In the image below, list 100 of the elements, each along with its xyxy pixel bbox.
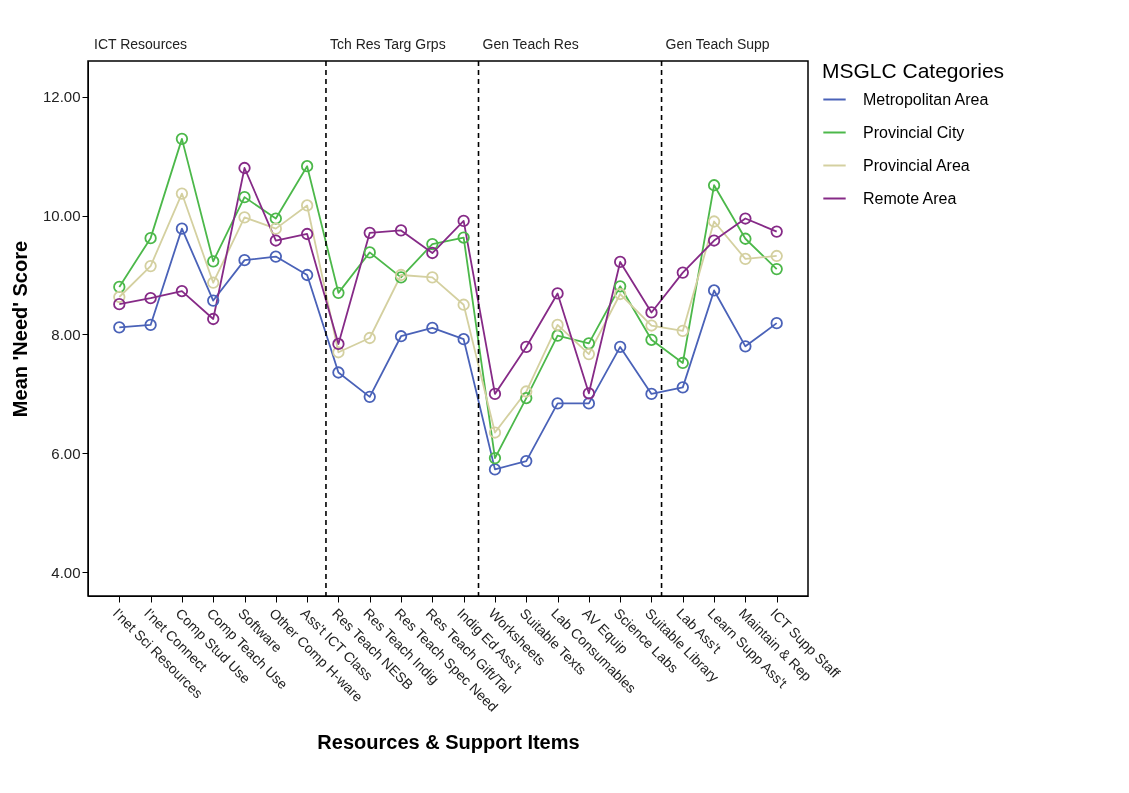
point bbox=[426, 271, 439, 284]
point bbox=[113, 290, 126, 304]
point bbox=[582, 347, 596, 361]
legend-label: Metropolitan Area bbox=[863, 90, 989, 108]
point bbox=[207, 276, 220, 289]
point bbox=[394, 224, 408, 237]
point bbox=[238, 211, 251, 224]
point bbox=[551, 397, 564, 410]
point bbox=[300, 227, 314, 241]
y-tick-label: 8.00 bbox=[51, 325, 81, 343]
y-tick-label: 6.00 bbox=[51, 444, 81, 462]
point bbox=[676, 381, 689, 394]
point bbox=[582, 397, 596, 410]
point bbox=[300, 160, 314, 173]
point bbox=[645, 333, 658, 346]
point bbox=[113, 280, 126, 294]
point bbox=[739, 212, 752, 225]
point bbox=[300, 199, 314, 212]
point bbox=[207, 312, 220, 326]
point bbox=[488, 463, 502, 476]
text: Gen Teach Res bbox=[482, 36, 579, 52]
point bbox=[488, 426, 502, 439]
point bbox=[551, 329, 564, 342]
point bbox=[426, 246, 439, 260]
point bbox=[332, 337, 345, 351]
point bbox=[175, 187, 189, 200]
point bbox=[707, 215, 721, 228]
y-tick-label: 4.00 bbox=[51, 563, 81, 581]
point bbox=[363, 331, 376, 345]
point bbox=[551, 287, 564, 300]
point bbox=[770, 317, 783, 330]
point bbox=[332, 346, 345, 359]
point bbox=[614, 255, 627, 269]
point bbox=[739, 340, 752, 353]
point bbox=[144, 318, 157, 332]
y-tick-label: 12.00 bbox=[42, 88, 81, 106]
point bbox=[614, 280, 627, 293]
point bbox=[645, 319, 658, 332]
point bbox=[457, 298, 470, 311]
point bbox=[457, 231, 470, 244]
point bbox=[113, 297, 126, 311]
text: ICT Resources bbox=[94, 36, 188, 52]
point bbox=[269, 234, 282, 247]
point bbox=[520, 454, 533, 468]
point bbox=[269, 222, 282, 235]
point bbox=[488, 387, 502, 401]
point bbox=[144, 259, 157, 273]
point bbox=[332, 286, 345, 299]
point bbox=[488, 451, 502, 465]
point bbox=[770, 262, 783, 276]
point bbox=[582, 387, 596, 400]
point bbox=[520, 391, 533, 405]
point bbox=[363, 226, 376, 239]
y-tick-label: 10.00 bbox=[42, 207, 81, 225]
point bbox=[770, 225, 783, 238]
point bbox=[520, 340, 533, 354]
point bbox=[238, 254, 251, 267]
point bbox=[426, 321, 439, 335]
legend-label: Provincial City bbox=[863, 123, 965, 141]
point bbox=[676, 324, 689, 338]
legend-title: MSGLC Categories bbox=[822, 59, 1005, 82]
point bbox=[363, 390, 376, 403]
point bbox=[207, 294, 220, 307]
x-axis-title: Resources & Support Items bbox=[317, 730, 580, 753]
point bbox=[707, 234, 721, 247]
point bbox=[113, 321, 126, 334]
legend-label: Remote Area bbox=[863, 189, 957, 207]
point bbox=[144, 292, 157, 305]
text: Tch Res Targ Grps bbox=[329, 36, 446, 52]
point bbox=[707, 179, 721, 192]
point bbox=[300, 268, 314, 282]
point bbox=[770, 249, 783, 263]
point bbox=[582, 337, 596, 350]
point bbox=[520, 385, 533, 398]
point bbox=[645, 306, 658, 319]
point bbox=[739, 252, 752, 266]
y-axis-title: Mean 'Need' Score bbox=[8, 240, 31, 418]
point bbox=[175, 222, 189, 235]
point bbox=[426, 237, 439, 251]
point bbox=[332, 366, 345, 379]
point bbox=[207, 255, 220, 268]
point bbox=[269, 250, 282, 263]
point bbox=[614, 340, 627, 354]
legend-label: Provincial Area bbox=[863, 156, 970, 174]
point bbox=[363, 246, 376, 259]
point bbox=[707, 284, 721, 297]
point bbox=[551, 318, 564, 332]
point bbox=[645, 387, 658, 401]
point bbox=[238, 161, 251, 175]
point bbox=[676, 356, 689, 370]
point bbox=[269, 212, 282, 225]
point bbox=[144, 232, 157, 245]
point bbox=[394, 330, 408, 343]
point bbox=[238, 190, 251, 204]
point bbox=[676, 266, 689, 279]
point bbox=[175, 284, 189, 298]
point bbox=[739, 232, 752, 245]
point bbox=[457, 214, 470, 228]
point bbox=[457, 333, 470, 346]
point bbox=[175, 132, 189, 146]
